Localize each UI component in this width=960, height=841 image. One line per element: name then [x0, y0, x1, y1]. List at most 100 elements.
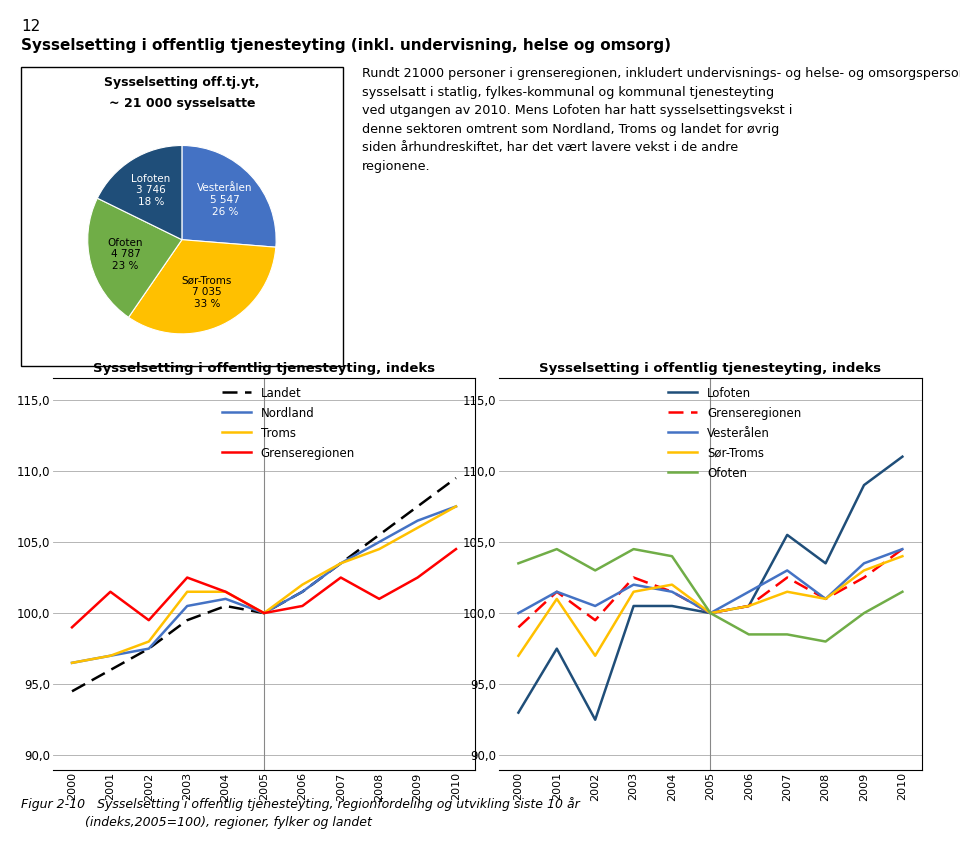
Sør-Troms: [666, 579, 678, 590]
Troms: [66, 658, 78, 668]
Ofoten: [705, 608, 716, 618]
Sør-Troms: [743, 601, 755, 611]
Line: Landet: Landet: [72, 478, 456, 691]
Grenseregionen: [589, 615, 601, 625]
Landet: [105, 665, 116, 675]
Nordland: [258, 608, 270, 618]
Line: Grenseregionen: Grenseregionen: [518, 549, 902, 627]
Lofoten: [858, 480, 870, 490]
Ofoten: [897, 587, 908, 597]
Troms: [181, 587, 193, 597]
Line: Lofoten: Lofoten: [518, 457, 902, 720]
Text: Sysselsetting off.tj.yt,: Sysselsetting off.tj.yt,: [105, 76, 259, 88]
Grenseregionen: [551, 587, 563, 597]
Title: Sysselsetting i offentlig tjenesteyting, indeks: Sysselsetting i offentlig tjenesteyting,…: [93, 362, 435, 374]
Nordland: [220, 594, 231, 604]
Grenseregionen: [666, 587, 678, 597]
Vesterålen: [551, 587, 563, 597]
Landet: [335, 558, 347, 569]
Wedge shape: [87, 198, 181, 317]
Vesterålen: [743, 587, 755, 597]
Grenseregionen: [743, 601, 755, 611]
Legend: Lofoten, Grenseregionen, Vesterålen, Sør-Troms, Ofoten: Lofoten, Grenseregionen, Vesterålen, Sør…: [665, 384, 804, 483]
Lofoten: [743, 601, 755, 611]
Landet: [412, 501, 423, 511]
Grenseregionen: [66, 622, 78, 632]
Grenseregionen: [705, 608, 716, 618]
Wedge shape: [129, 240, 276, 334]
Nordland: [66, 658, 78, 668]
Text: Sør-Troms
7 035
33 %: Sør-Troms 7 035 33 %: [181, 276, 232, 309]
Grenseregionen: [373, 594, 385, 604]
Landet: [66, 686, 78, 696]
Text: Ofoten
4 787
23 %: Ofoten 4 787 23 %: [108, 238, 143, 271]
Sør-Troms: [589, 651, 601, 661]
Sør-Troms: [513, 651, 524, 661]
Ofoten: [513, 558, 524, 569]
Grenseregionen: [628, 573, 639, 583]
Grenseregionen: [335, 573, 347, 583]
Vesterålen: [513, 608, 524, 618]
Line: Grenseregionen: Grenseregionen: [72, 549, 456, 627]
Line: Troms: Troms: [72, 506, 456, 663]
Vesterålen: [705, 608, 716, 618]
Lofoten: [820, 558, 831, 569]
Text: Rundt 21000 personer i grenseregionen, inkludert undervisnings- og helse- og oms: Rundt 21000 personer i grenseregionen, i…: [362, 67, 960, 172]
Grenseregionen: [858, 573, 870, 583]
Lofoten: [513, 707, 524, 717]
Lofoten: [781, 530, 793, 540]
Vesterålen: [781, 565, 793, 575]
Troms: [297, 579, 308, 590]
Text: 12: 12: [21, 19, 40, 34]
Ofoten: [781, 629, 793, 639]
Wedge shape: [97, 145, 182, 240]
Grenseregionen: [105, 587, 116, 597]
Grenseregionen: [181, 573, 193, 583]
Grenseregionen: [143, 615, 155, 625]
Grenseregionen: [412, 573, 423, 583]
Sør-Troms: [858, 565, 870, 575]
Vesterålen: [666, 587, 678, 597]
Ofoten: [666, 551, 678, 561]
Legend: Landet, Nordland, Troms, Grenseregionen: Landet, Nordland, Troms, Grenseregionen: [219, 384, 357, 463]
Ofoten: [820, 637, 831, 647]
Grenseregionen: [297, 601, 308, 611]
Vesterålen: [589, 601, 601, 611]
Nordland: [373, 537, 385, 547]
Vesterålen: [820, 594, 831, 604]
Sør-Troms: [897, 551, 908, 561]
Grenseregionen: [258, 608, 270, 618]
Troms: [450, 501, 462, 511]
Troms: [412, 523, 423, 533]
Vesterålen: [897, 544, 908, 554]
Troms: [335, 558, 347, 569]
Ofoten: [551, 544, 563, 554]
Title: Sysselsetting i offentlig tjenesteyting, indeks: Sysselsetting i offentlig tjenesteyting,…: [540, 362, 881, 374]
Troms: [143, 637, 155, 647]
Line: Sør-Troms: Sør-Troms: [518, 556, 902, 656]
Troms: [373, 544, 385, 554]
Lofoten: [897, 452, 908, 462]
Text: ~ 21 000 sysselsatte: ~ 21 000 sysselsatte: [108, 97, 255, 109]
Troms: [105, 651, 116, 661]
Ofoten: [589, 565, 601, 575]
Grenseregionen: [820, 594, 831, 604]
Nordland: [181, 601, 193, 611]
Grenseregionen: [220, 587, 231, 597]
Lofoten: [551, 643, 563, 653]
Nordland: [450, 501, 462, 511]
Landet: [258, 608, 270, 618]
Grenseregionen: [513, 622, 524, 632]
Nordland: [412, 516, 423, 526]
Text: Vesterålen
5 547
26 %: Vesterålen 5 547 26 %: [197, 183, 252, 217]
Sør-Troms: [551, 594, 563, 604]
Vesterålen: [628, 579, 639, 590]
Grenseregionen: [450, 544, 462, 554]
Grenseregionen: [897, 544, 908, 554]
Text: Lofoten
3 746
18 %: Lofoten 3 746 18 %: [132, 173, 171, 207]
Line: Vesterålen: Vesterålen: [518, 549, 902, 613]
Ofoten: [628, 544, 639, 554]
Sør-Troms: [820, 594, 831, 604]
Landet: [181, 615, 193, 625]
Lofoten: [705, 608, 716, 618]
